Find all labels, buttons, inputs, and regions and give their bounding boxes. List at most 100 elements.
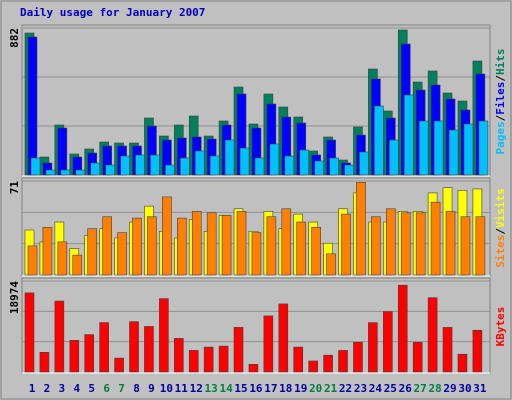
bar bbox=[117, 232, 127, 276]
legend-entry: Files bbox=[494, 82, 507, 115]
x-tick-label: 16 bbox=[249, 382, 263, 395]
legend: KBytes bbox=[494, 307, 507, 347]
bar bbox=[174, 338, 184, 373]
legend-entry: Sites bbox=[494, 235, 507, 268]
bar bbox=[389, 139, 399, 176]
bar bbox=[224, 139, 235, 176]
bar bbox=[308, 360, 318, 373]
bar bbox=[177, 217, 187, 276]
bar bbox=[475, 216, 486, 276]
bar bbox=[188, 350, 199, 373]
x-tick-label: 5 bbox=[88, 382, 95, 395]
bar bbox=[400, 212, 411, 276]
bar bbox=[90, 162, 101, 176]
legend-entry: Hits bbox=[494, 49, 507, 76]
bar bbox=[374, 105, 384, 176]
x-tick-label: 6 bbox=[103, 382, 110, 395]
bar bbox=[27, 36, 38, 176]
legend: Pages/Files/Hits bbox=[494, 49, 507, 155]
bar bbox=[27, 245, 38, 276]
bar bbox=[69, 340, 80, 373]
bar bbox=[102, 216, 112, 276]
bar bbox=[383, 311, 393, 373]
bar bbox=[84, 334, 95, 373]
legend-separator: / bbox=[494, 75, 507, 82]
bar bbox=[299, 149, 310, 176]
bar bbox=[412, 341, 423, 373]
bar bbox=[147, 216, 157, 276]
bar bbox=[418, 120, 429, 176]
x-tick-label: 19 bbox=[294, 382, 307, 395]
bar bbox=[114, 357, 124, 373]
x-tick-label: 23 bbox=[354, 382, 367, 395]
bar bbox=[415, 212, 426, 276]
x-tick-label: 10 bbox=[160, 382, 173, 395]
x-tick-label: 7 bbox=[118, 382, 125, 395]
bar bbox=[221, 215, 232, 276]
bar bbox=[457, 353, 468, 373]
bar bbox=[165, 164, 175, 176]
y-tick-label: 18974 bbox=[8, 281, 21, 314]
x-tick-label: 22 bbox=[339, 382, 352, 395]
bar bbox=[132, 217, 142, 276]
x-tick-label: 1 bbox=[29, 382, 36, 395]
bar bbox=[254, 157, 265, 176]
x-tick-label: 20 bbox=[309, 382, 322, 395]
bar bbox=[314, 160, 324, 176]
bar bbox=[403, 94, 414, 176]
bar bbox=[397, 284, 408, 373]
legend-entry: Visits bbox=[494, 188, 507, 228]
x-tick-label: 4 bbox=[73, 382, 80, 395]
bar bbox=[239, 147, 250, 176]
bar bbox=[42, 227, 53, 276]
x-tick-label: 27 bbox=[414, 382, 427, 395]
bar bbox=[359, 151, 369, 176]
x-tick-label: 26 bbox=[399, 382, 413, 395]
bar bbox=[218, 345, 229, 373]
x-tick-label: 17 bbox=[264, 382, 277, 395]
chart-title: Daily usage for January 2007 bbox=[20, 6, 205, 19]
x-tick-label: 12 bbox=[190, 382, 203, 395]
bar bbox=[445, 211, 456, 276]
bar bbox=[24, 292, 35, 373]
bar bbox=[75, 169, 86, 176]
bar bbox=[120, 155, 130, 176]
bar bbox=[72, 254, 83, 276]
x-tick-label: 15 bbox=[234, 382, 247, 395]
bar bbox=[180, 157, 190, 176]
bar bbox=[344, 164, 354, 176]
bar bbox=[191, 211, 202, 276]
x-tick-label: 8 bbox=[133, 382, 140, 395]
bar bbox=[463, 123, 474, 176]
bar bbox=[284, 155, 295, 176]
x-tick-label: 2 bbox=[44, 382, 51, 395]
bar bbox=[99, 322, 109, 373]
bar bbox=[269, 143, 280, 176]
bar bbox=[478, 120, 489, 176]
bar bbox=[263, 315, 274, 373]
bar bbox=[448, 129, 459, 176]
bar bbox=[233, 327, 244, 373]
legend: Sites/Visits bbox=[494, 188, 507, 268]
bar bbox=[368, 322, 378, 373]
bar bbox=[329, 157, 339, 176]
bar bbox=[338, 350, 348, 373]
bar bbox=[30, 157, 41, 176]
bar bbox=[442, 327, 453, 373]
x-tick-label: 9 bbox=[148, 382, 155, 395]
bar bbox=[159, 298, 169, 373]
bar bbox=[144, 326, 154, 373]
bar bbox=[135, 154, 145, 176]
bar bbox=[311, 227, 321, 276]
bar bbox=[206, 212, 217, 276]
x-tick-label: 28 bbox=[428, 382, 441, 395]
legend-entry: KBytes bbox=[494, 307, 507, 347]
bar bbox=[87, 228, 98, 276]
bar bbox=[54, 300, 65, 373]
bar bbox=[209, 155, 220, 176]
x-tick-label: 11 bbox=[175, 382, 189, 395]
bar bbox=[296, 221, 307, 276]
x-tick-label: 30 bbox=[458, 382, 471, 395]
